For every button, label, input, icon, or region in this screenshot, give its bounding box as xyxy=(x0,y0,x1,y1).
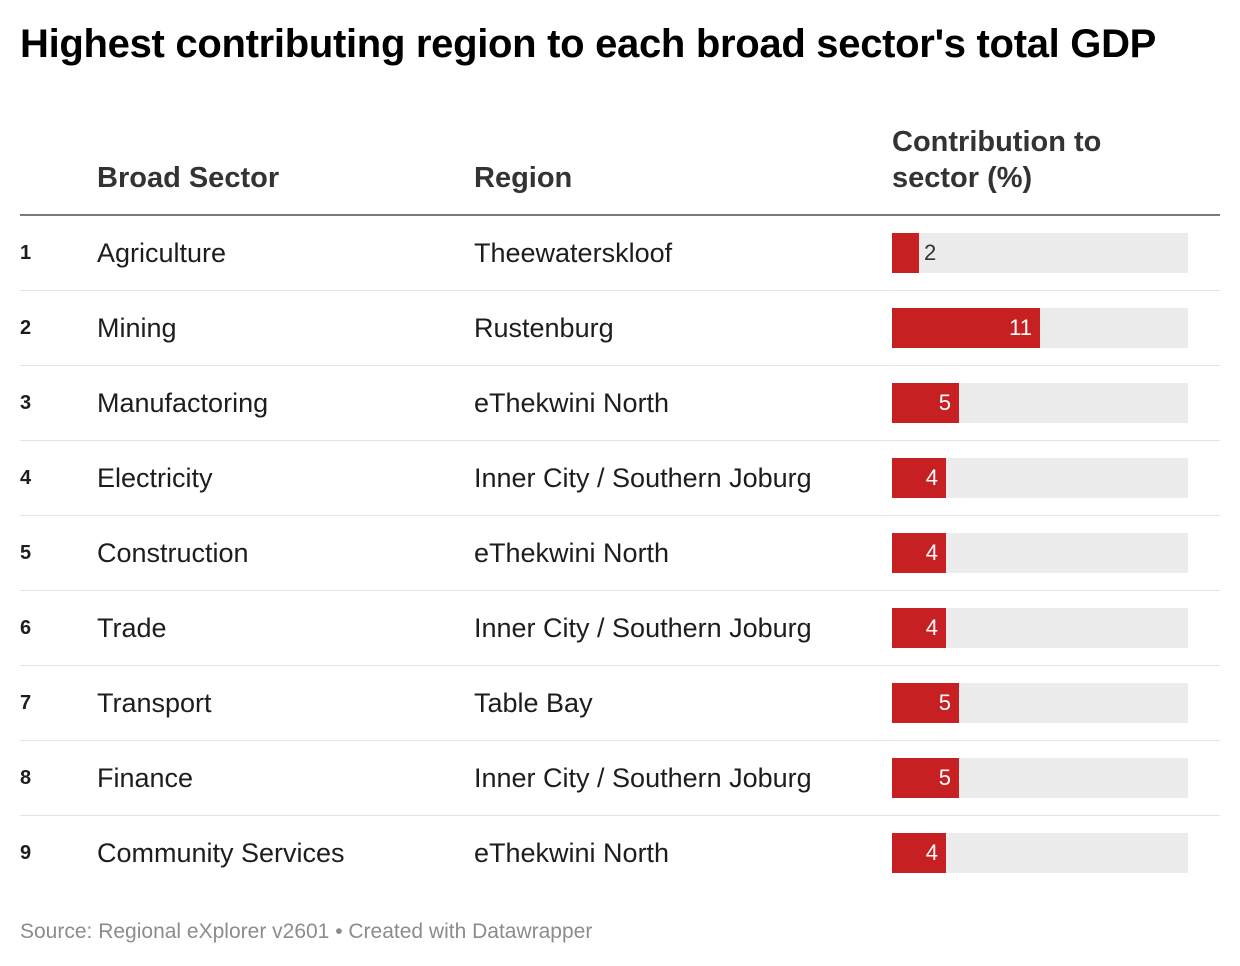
sector-cell: Construction xyxy=(97,538,249,568)
table-row: 7 Transport Table Bay 5 xyxy=(20,666,1220,741)
contribution-bar xyxy=(892,608,946,648)
bar-value-label: 4 xyxy=(925,540,938,565)
contribution-bar-track: 5 xyxy=(892,683,1188,723)
row-rank: 9 xyxy=(20,842,32,864)
table-row: 6 Trade Inner City / Southern Joburg 4 xyxy=(20,591,1220,666)
bar-value-label: 2 xyxy=(924,240,937,265)
row-rank: 4 xyxy=(20,467,32,489)
region-cell: Inner City / Southern Joburg xyxy=(474,613,812,643)
contribution-bar-track: 2 xyxy=(892,233,1188,273)
contribution-bar xyxy=(892,383,959,423)
contribution-bar xyxy=(892,533,946,573)
row-rank: 6 xyxy=(20,617,32,639)
region-cell: Theewaterskloof xyxy=(474,238,673,268)
contribution-bar xyxy=(892,233,919,273)
table-header: Broad Sector Region Contribution to sect… xyxy=(20,120,1220,216)
sector-cell: Trade xyxy=(97,613,167,643)
contribution-bar-track: 11 xyxy=(892,308,1188,348)
row-rank: 7 xyxy=(20,692,32,714)
contribution-bar-track: 4 xyxy=(892,533,1188,573)
bar-value-label: 4 xyxy=(925,840,938,865)
contribution-bar-track: 5 xyxy=(892,383,1188,423)
table-row: 4 Electricity Inner City / Southern Joburg… xyxy=(20,441,1220,516)
region-cell: eThekwini North xyxy=(474,388,670,418)
table-row: 1 Agriculture Theewaterskloof 2 xyxy=(20,216,1220,291)
source-note: Source: Regional eXplorer v2601 • Create… xyxy=(20,920,593,943)
header-region[interactable]: Region xyxy=(474,162,573,194)
row-rank: 5 xyxy=(20,542,32,564)
region-cell: Inner City / Southern Joburg xyxy=(474,763,812,793)
table-row: 2 Mining Rustenburg 11 xyxy=(20,291,1220,366)
bar-value-label: 5 xyxy=(938,765,951,790)
chart-title: Highest contributing region to each broa… xyxy=(20,22,1157,66)
sector-cell: Community Services xyxy=(97,838,345,868)
sector-cell: Electricity xyxy=(97,463,213,493)
bar-value-label: 4 xyxy=(925,615,938,640)
contribution-bar-track: 4 xyxy=(892,458,1188,498)
contribution-bar-track: 4 xyxy=(892,833,1188,873)
region-cell: eThekwini North xyxy=(474,838,670,868)
contribution-bar-track: 5 xyxy=(892,758,1188,798)
bar-value-label: 4 xyxy=(925,465,938,490)
contribution-bar xyxy=(892,758,959,798)
sector-cell: Mining xyxy=(97,313,177,343)
bar-value-label: 11 xyxy=(1009,315,1032,340)
table-body: 1 Agriculture Theewaterskloof 2 2 Mining Ruste… xyxy=(20,216,1220,890)
sector-cell: Manufactoring xyxy=(97,388,269,418)
data-table: Broad Sector Region Contribution to sect… xyxy=(20,120,1220,890)
row-rank: 8 xyxy=(20,767,32,789)
region-cell: Inner City / Southern Joburg xyxy=(474,463,812,493)
contribution-bar xyxy=(892,683,959,723)
row-rank: 2 xyxy=(20,317,32,339)
table-row: 9 Community Services eThekwini North 4 xyxy=(20,816,1220,890)
row-rank: 1 xyxy=(20,242,32,264)
row-rank: 3 xyxy=(20,392,32,414)
sector-cell: Transport xyxy=(97,688,212,718)
table-row: 8 Finance Inner City / Southern Joburg 5 xyxy=(20,741,1220,816)
table-row: 3 Manufactoring eThekwini North 5 xyxy=(20,366,1220,441)
region-cell: eThekwini North xyxy=(474,538,670,568)
bar-value-label: 5 xyxy=(938,690,951,715)
contribution-bar xyxy=(892,833,946,873)
bar-value-label: 5 xyxy=(938,390,951,415)
contribution-bar xyxy=(892,458,946,498)
region-cell: Rustenburg xyxy=(474,313,614,343)
sector-cell: Agriculture xyxy=(97,238,227,268)
region-cell: Table Bay xyxy=(474,688,593,718)
contribution-bar-track: 4 xyxy=(892,608,1188,648)
header-contribution[interactable]: Contribution to sector (%) xyxy=(892,126,1102,194)
contribution-bar xyxy=(892,308,1040,348)
sector-cell: Finance xyxy=(97,763,194,793)
table-row: 5 Construction eThekwini North 4 xyxy=(20,516,1220,591)
header-broad-sector[interactable]: Broad Sector xyxy=(97,162,280,194)
